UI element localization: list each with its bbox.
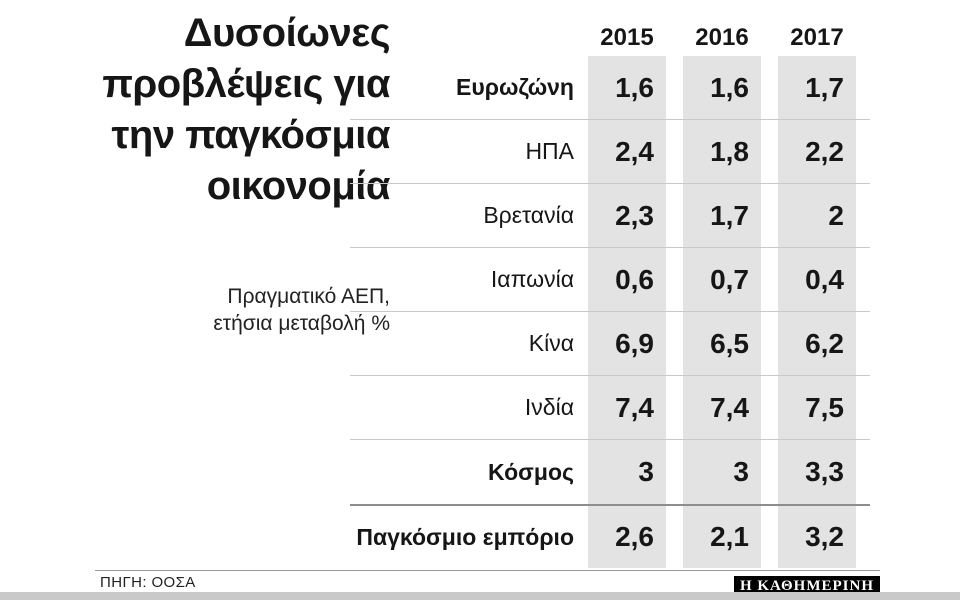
cell-value: 1,7 [778,56,856,119]
cell-value: 6,2 [778,312,856,375]
footer-divider [95,570,880,571]
row-label: Ευρωζώνη [456,74,574,100]
table-row-japan: Ιαπωνία 0,6 0,7 0,4 [350,248,870,312]
cell-value: 1,7 [683,184,761,247]
publisher-logo: Η ΚΑΘΗΜΕΡΙΝΗ [734,576,880,597]
column-header-2017: 2017 [790,24,844,51]
table-row-eurozone: Ευρωζώνη 1,6 1,6 1,7 [350,56,870,120]
row-label: Ινδία [524,394,574,420]
row-label: Βρετανία [483,202,574,228]
cell-value: 3 [683,440,761,504]
column-header-2016: 2016 [695,24,749,51]
cell-value: 6,5 [683,312,761,375]
cell-value: 2 [778,184,856,247]
cell-value: 1,6 [683,56,761,119]
table-row-world: Κόσμος 3 3 3,3 [350,440,870,504]
page-subtitle: Πραγματικό ΑΕΠ, ετήσια μεταβολή % [213,285,390,335]
cell-value: 2,3 [588,184,666,247]
cell-value: 2,2 [778,120,856,183]
cell-value: 1,6 [588,56,666,119]
cell-value: 6,9 [588,312,666,375]
cell-value: 3 [588,440,666,504]
page-title: Δυσοίωνες προβλέψεις για την παγκόσμια ο… [102,11,390,208]
row-label: Παγκόσμιο εμπόριο [356,523,574,550]
forecast-table: 2015 2016 2017 Ευρωζώνη 1,6 1,6 1,7 ΗΠΑ … [350,20,870,568]
table-row-china: Κίνα 6,9 6,5 6,2 [350,312,870,376]
cell-value: 3,3 [778,440,856,504]
cell-value: 7,4 [683,376,761,439]
row-label: Ιαπωνία [490,266,574,292]
column-header-2015: 2015 [600,24,654,51]
row-label: Κόσμος [488,458,574,485]
table-row-world-trade: Παγκόσμιο εμπόριο 2,6 2,1 3,2 [350,504,870,568]
source-credit: ΠΗΓΗ: ΟΟΣΑ [100,574,196,591]
cell-value: 0,7 [683,248,761,311]
row-label: Κίνα [528,330,574,356]
cell-value: 7,5 [778,376,856,439]
table-header-row: 2015 2016 2017 [350,20,870,56]
cell-value: 0,4 [778,248,856,311]
bottom-bar [0,592,960,600]
cell-value: 2,6 [588,506,666,568]
table-row-india: Ινδία 7,4 7,4 7,5 [350,376,870,440]
cell-value: 7,4 [588,376,666,439]
row-label: ΗΠΑ [525,138,574,164]
cell-value: 2,1 [683,506,761,568]
cell-value: 0,6 [588,248,666,311]
table-row-britain: Βρετανία 2,3 1,7 2 [350,184,870,248]
table-row-usa: ΗΠΑ 2,4 1,8 2,2 [350,120,870,184]
cell-value: 1,8 [683,120,761,183]
cell-value: 2,4 [588,120,666,183]
cell-value: 3,2 [778,506,856,568]
